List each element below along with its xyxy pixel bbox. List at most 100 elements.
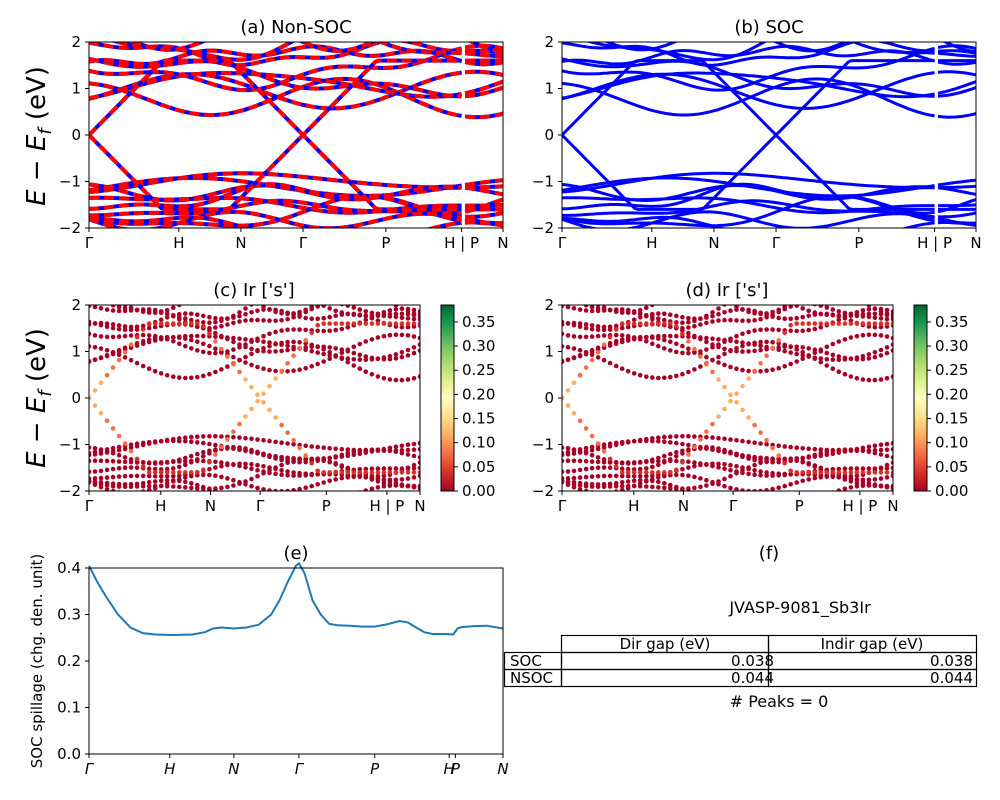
band-point [842, 486, 848, 491]
band-point [164, 470, 170, 475]
x-tick-label: Γ [558, 497, 567, 515]
band-point [637, 336, 643, 342]
band-point [698, 349, 703, 354]
band-point [225, 349, 230, 354]
band-point [333, 313, 339, 319]
band-point [177, 305, 182, 308]
band-point [656, 311, 661, 316]
band-point [363, 474, 369, 480]
band-point [140, 480, 146, 486]
band-point [146, 466, 152, 472]
band-point [692, 444, 697, 450]
band-point [625, 473, 631, 479]
band-point [249, 351, 254, 357]
band-point [171, 313, 176, 318]
band-point [794, 359, 799, 364]
band-point [571, 475, 577, 481]
band-point [417, 321, 420, 326]
band-point [716, 342, 721, 347]
band-point [399, 450, 405, 456]
band-point [674, 333, 679, 339]
band-point [631, 321, 637, 326]
band-point [158, 371, 164, 376]
band-point [619, 325, 625, 331]
band-point [340, 495, 345, 500]
band-point [303, 327, 309, 333]
band-point [674, 484, 679, 490]
x-tick-label: P [451, 760, 461, 778]
band-point [560, 288, 565, 293]
band-point [562, 458, 565, 464]
band-point [607, 460, 613, 465]
band-point [710, 435, 715, 440]
band-point [752, 348, 757, 354]
band-point [399, 332, 405, 338]
band-point [285, 460, 290, 466]
band-point [692, 346, 697, 352]
band-point [399, 350, 405, 355]
band-point [189, 333, 194, 339]
band-point [183, 311, 188, 316]
band-point [243, 446, 248, 451]
band-point [207, 472, 212, 478]
band-point [225, 437, 230, 442]
band-point [818, 356, 824, 361]
band-point [393, 321, 399, 326]
band-point [613, 480, 619, 486]
band-point [219, 333, 224, 339]
band-point [177, 459, 182, 464]
band-point [752, 491, 757, 496]
band-point [704, 320, 709, 326]
band-point [854, 376, 860, 381]
x-tick-label: N [708, 234, 719, 252]
band-point [565, 479, 571, 484]
band-point [291, 438, 296, 443]
band-point [369, 321, 375, 326]
band-point [177, 470, 182, 475]
energy-label-sub: f [35, 126, 56, 135]
band-point [195, 321, 200, 326]
band-point [746, 471, 751, 477]
band-point [207, 331, 212, 337]
band-point [393, 352, 399, 357]
band-point [716, 414, 721, 419]
band-point [405, 324, 411, 330]
band-point [770, 494, 775, 499]
band-point [716, 482, 721, 487]
band-point [800, 446, 805, 451]
band-point [758, 473, 763, 478]
band-point [650, 334, 655, 340]
band-point [243, 354, 248, 360]
band-point [303, 471, 309, 477]
panel-e-title: (e) [283, 543, 308, 564]
band-point [411, 447, 417, 453]
band-point [716, 360, 721, 365]
band-point [201, 440, 206, 446]
band-line [937, 60, 976, 66]
band-point [122, 441, 128, 447]
band-point [607, 441, 613, 447]
band-point [158, 309, 164, 315]
band-point [183, 435, 188, 441]
band-point [607, 360, 613, 366]
band-point [255, 392, 260, 398]
band-point [417, 460, 420, 465]
band-point [722, 346, 727, 352]
band-point [104, 348, 110, 353]
band-point [104, 475, 110, 480]
band-point [644, 313, 649, 318]
band-point [387, 308, 393, 313]
band-point [363, 357, 369, 363]
band-point [848, 466, 854, 471]
band-line [464, 111, 503, 120]
band-point [237, 435, 242, 440]
band-point [836, 354, 842, 359]
band-point [710, 461, 715, 467]
band-point [321, 470, 327, 475]
band-point [674, 323, 679, 329]
band-point [650, 478, 655, 484]
y-tick-label: −1 [532, 173, 554, 191]
band-point [189, 439, 194, 445]
band-point [788, 350, 793, 355]
band-point [267, 331, 272, 337]
